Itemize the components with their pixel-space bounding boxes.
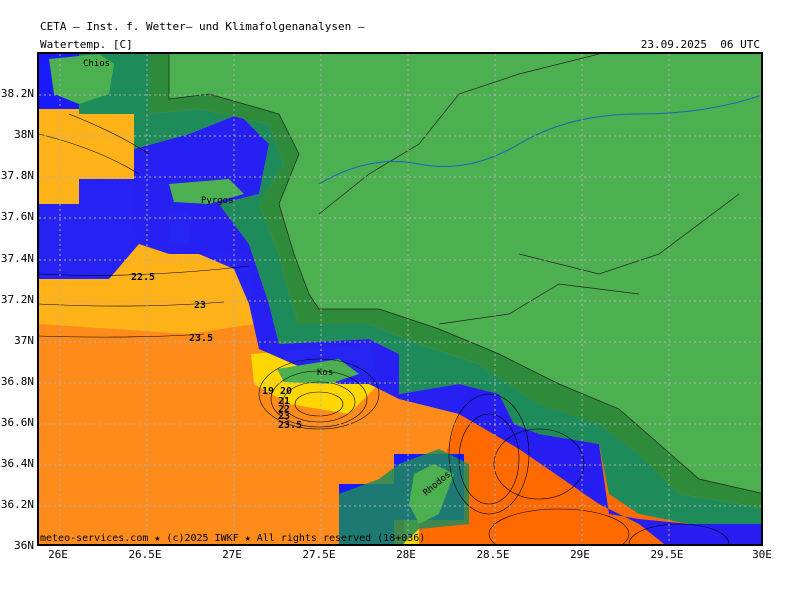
place-label-pyrgos: Pyrgos [201, 196, 234, 206]
land-chios [49, 54, 114, 104]
x-tick: 29.5E [650, 548, 684, 561]
contour-label: 21 [278, 396, 291, 407]
valid-time: 23.09.2025 06 UTC [640, 38, 760, 51]
x-tick: 28E [396, 548, 416, 561]
coastal-darkgreen [99, 54, 761, 509]
y-tick: 36.8N [0, 375, 34, 388]
y-tick: 37.2N [0, 293, 34, 306]
y-tick: 36N [14, 539, 34, 552]
land-turkey [169, 54, 761, 494]
y-tick: 37.8N [0, 169, 34, 182]
map-plot: Chios Pyrgos Kos Rhodos 22.5 23 23.5 19 … [37, 52, 763, 546]
contour-label: 23 [278, 411, 291, 422]
land-kos [277, 359, 359, 384]
y-tick: 37.6N [0, 210, 34, 223]
x-tick: 26.5E [128, 548, 162, 561]
x-tick: 27.5E [302, 548, 336, 561]
y-tick: 37.4N [0, 252, 34, 265]
copyright-footer: meteo-services.com ★ (c)2025 IWKF ★ All … [40, 533, 426, 544]
place-label-chios: Chios [83, 59, 111, 69]
gridlines [39, 54, 761, 544]
contour-label: 22.5 [131, 272, 156, 283]
x-tick: 28.5E [476, 548, 510, 561]
coastal-blue [39, 114, 761, 544]
y-tick: 38N [14, 128, 34, 141]
place-label-kos: Kos [317, 368, 334, 378]
contour-label: 23.5 [278, 420, 303, 431]
contour-label: 20 [280, 386, 293, 397]
isotherms [39, 113, 730, 544]
river [318, 94, 761, 185]
x-tick: 30E [752, 548, 772, 561]
contour-label: 22 [278, 404, 291, 415]
contour-label: 19 [262, 386, 275, 397]
y-tick: 38.2N [0, 87, 34, 100]
map-canvas [39, 54, 761, 544]
x-tick: 29E [570, 548, 590, 561]
y-tick: 36.6N [0, 416, 34, 429]
x-tick: 26E [48, 548, 68, 561]
land-samos [169, 179, 244, 204]
contour-label: 23.5 [189, 333, 214, 344]
y-tick: 36.2N [0, 498, 34, 511]
borders [168, 54, 761, 494]
y-tick: 37N [14, 334, 34, 347]
y-tick: 36.4N [0, 457, 34, 470]
x-tick: 27E [222, 548, 242, 561]
contour-label: 23 [194, 300, 207, 311]
map-title: CETA — Inst. f. Wetter— und Klimafolgena… [40, 20, 365, 33]
variable-label: Watertemp. [C] [40, 38, 133, 51]
land-rhodes [409, 464, 454, 524]
